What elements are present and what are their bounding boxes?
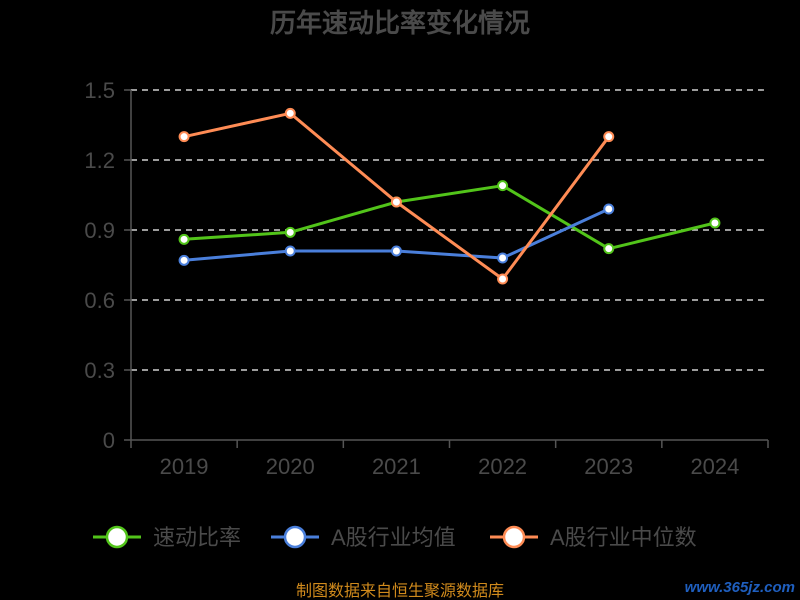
legend-marker-icon [502,525,526,549]
watermark: www.365jz.com [685,579,795,596]
y-tick-label: 1.2 [84,148,115,173]
x-tick-label: 2019 [160,454,209,479]
grid-layer [131,89,768,371]
data-point[interactable] [709,217,721,229]
y-tick-label: 0.9 [84,218,115,243]
data-point[interactable] [284,107,296,119]
x-tick-label: 2023 [584,454,633,479]
series-layer [178,107,721,285]
y-tick-label: 0 [103,428,115,453]
data-point[interactable] [284,226,296,238]
x-tick-label: 2021 [372,454,421,479]
chart-title: 历年速动比率变化情况 [270,8,530,38]
data-point[interactable] [497,180,509,192]
legend-marker-icon [283,525,307,549]
source-note: 制图数据来自恒生聚源数据库 [296,582,504,600]
axis-layer: 0 0.3 0.6 0.9 1.2 1.5 2019 2020 2021 2022 2023 2024 [84,78,769,479]
x-tick-label: 2022 [478,454,527,479]
data-point[interactable] [497,273,509,285]
data-point[interactable] [390,245,402,257]
x-tick-label: 2024 [690,454,739,479]
y-tick-label: 1.5 [84,78,115,103]
data-point[interactable] [178,254,190,266]
legend-label: 速动比率 [153,525,241,550]
legend-label: A股行业均值 [331,525,456,550]
y-tick-label: 0.6 [84,288,115,313]
legend-label: A股行业中位数 [550,525,697,550]
data-point[interactable] [603,243,615,255]
x-tick-label: 2020 [266,454,315,479]
data-point[interactable] [603,203,615,215]
y-tick-label: 0.3 [84,358,115,383]
data-point[interactable] [497,252,509,264]
legend-marker-icon [105,525,129,549]
data-point[interactable] [178,131,190,143]
legend[interactable]: 速动比率 A股行业均值 A股行业中位数 [93,525,697,550]
data-point[interactable] [390,196,402,208]
data-point[interactable] [603,131,615,143]
legend-item-1[interactable]: A股行业均值 [271,525,456,550]
legend-item-0[interactable]: 速动比率 [93,525,241,550]
data-point[interactable] [178,233,190,245]
data-point[interactable] [284,245,296,257]
legend-item-2[interactable]: A股行业中位数 [490,525,697,550]
series-line-0 [184,184,716,251]
